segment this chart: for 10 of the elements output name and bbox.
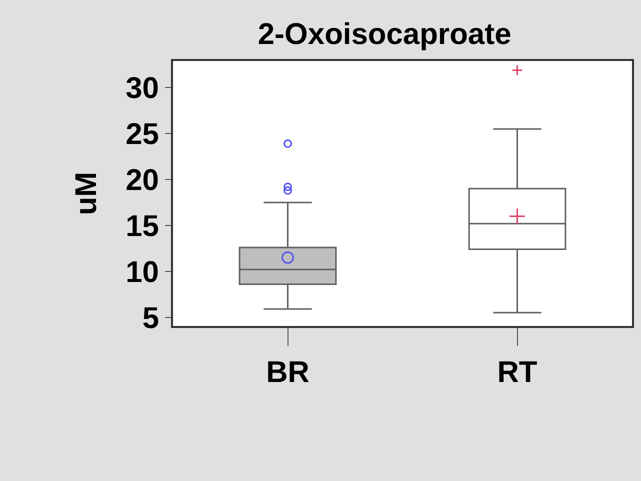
y-tick-label: 10 [126, 256, 159, 289]
x-tick-label: RT [497, 356, 538, 389]
y-tick-label: 5 [142, 302, 159, 335]
y-tick-label: 30 [126, 72, 159, 106]
y-tick-label: 20 [126, 164, 159, 197]
x-tick-label: BR [266, 356, 310, 389]
chart-title: 2-Oxoisocaproate [258, 18, 512, 52]
y-tick-label: 15 [126, 210, 159, 243]
y-tick-label: 25 [126, 118, 159, 152]
y-axis-title: uM [70, 172, 104, 216]
